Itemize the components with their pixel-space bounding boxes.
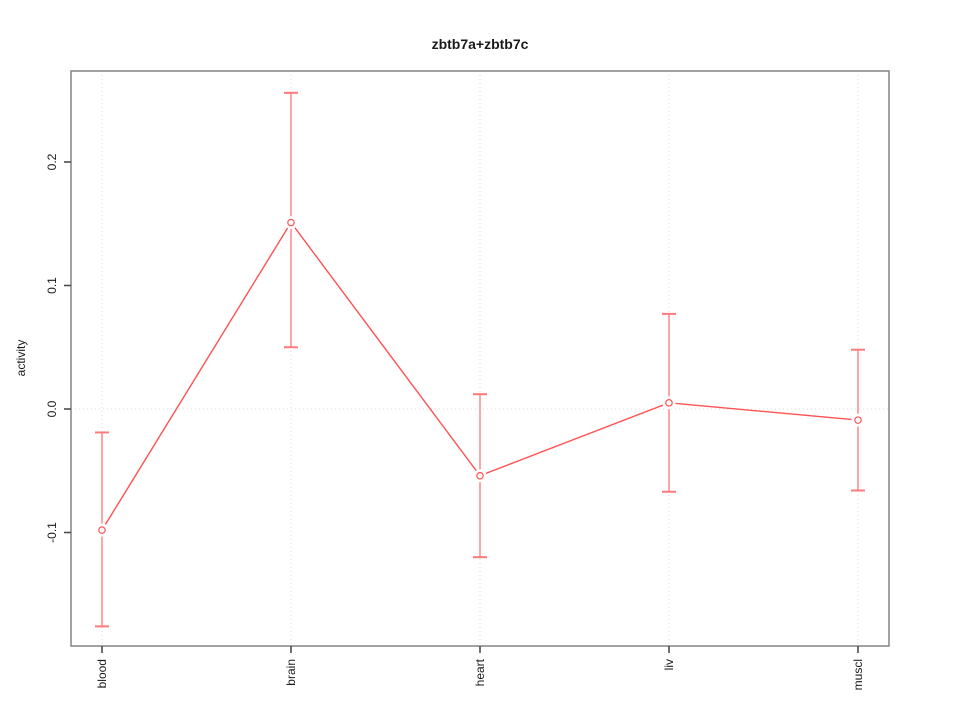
y-tick-label: 0.0 <box>45 400 59 417</box>
data-point-heart <box>476 471 484 480</box>
y-tick-label: 0.2 <box>45 153 59 170</box>
data-point-blood <box>98 526 106 534</box>
chart-title: zbtb7a+zbtb7c <box>432 36 529 52</box>
x-axis-category-label-liv: liv <box>662 659 676 670</box>
x-axis-category-label-muscl: muscl <box>851 659 865 690</box>
series-group <box>95 216 865 537</box>
data-point-liv <box>665 399 673 407</box>
data-point-brain <box>287 218 295 227</box>
y-axis-label: activity <box>14 340 28 377</box>
x-axis-category-label-heart: heart <box>473 658 487 686</box>
x-axis-category-label-blood: blood <box>95 659 109 688</box>
gridlines-group <box>71 71 889 646</box>
y-tick-label: -0.1 <box>45 522 59 543</box>
x-axis-category-label-brain: brain <box>284 659 298 686</box>
axes-group: 0.2 0.1 0.0 -0.1 blood brain heart liv muscl <box>45 153 865 690</box>
data-point-muscl <box>854 416 862 424</box>
y-tick-label: 0.1 <box>45 277 59 294</box>
